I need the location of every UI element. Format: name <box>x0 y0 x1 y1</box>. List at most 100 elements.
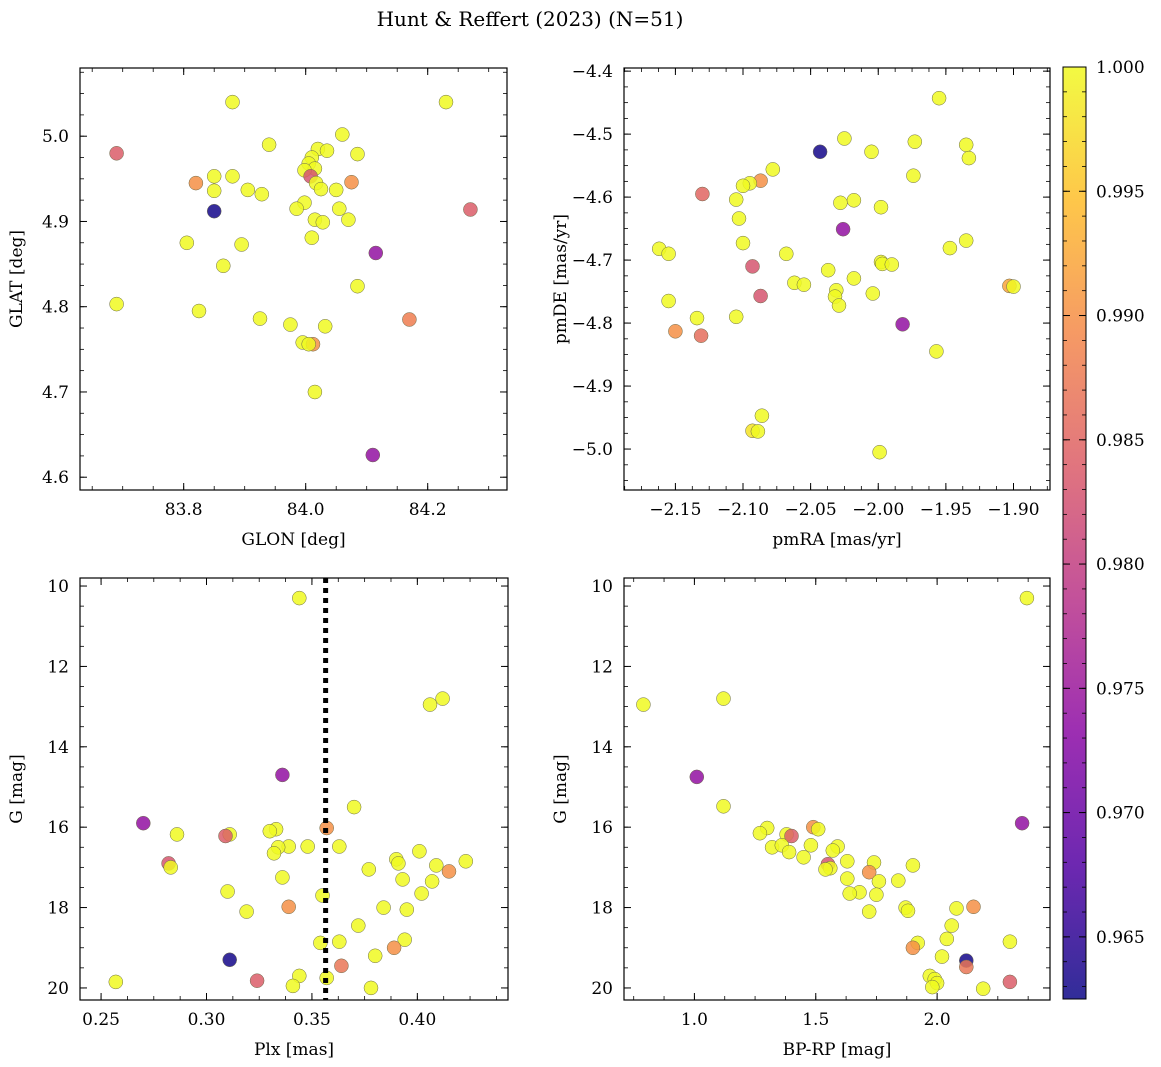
data-point <box>934 949 950 964</box>
x-tick-label: 0.35 <box>293 1010 331 1030</box>
y-tick-label: 20 <box>591 979 613 999</box>
y-tick-label: 14 <box>591 738 613 758</box>
y-tick-label: 4.8 <box>42 298 69 318</box>
y-tick-label: 18 <box>591 899 613 919</box>
data-point <box>422 697 438 712</box>
data-point <box>745 259 760 274</box>
data-point <box>905 940 921 956</box>
x-tick-label: 1.0 <box>681 1010 708 1030</box>
x-tick-label: −2.05 <box>785 500 837 520</box>
panel-color-magnitude: 1.0 1.5 2.0 10 12 14 16 18 20 BP-RP [mag] G [mag] <box>551 577 1051 1060</box>
data-point <box>335 127 350 142</box>
data-point <box>304 230 320 245</box>
data-point <box>216 258 231 274</box>
data-point <box>285 978 301 994</box>
data-point <box>315 215 331 230</box>
data-point <box>328 182 344 198</box>
data-point <box>661 293 676 309</box>
data-point <box>753 288 768 304</box>
data-point <box>931 90 947 106</box>
data-point <box>905 858 921 873</box>
data-point <box>136 815 151 831</box>
y-tick-label: −4.6 <box>572 188 613 208</box>
data-point <box>840 871 855 886</box>
colorbar-tick-label: 0.990 <box>1096 307 1145 327</box>
data-point <box>975 981 991 996</box>
x-tick-label: 0.40 <box>398 1010 436 1030</box>
data-point <box>825 843 841 858</box>
y-tick-label: 4.6 <box>42 468 69 488</box>
axes-frame <box>623 67 1051 491</box>
data-point <box>810 821 826 837</box>
data-point <box>944 918 959 933</box>
data-point <box>872 444 887 460</box>
data-point <box>1006 279 1021 294</box>
axes-frame <box>623 577 1051 1001</box>
data-point <box>846 271 862 286</box>
panel-plx-gmag: 0.25 0.30 0.35 0.40 10 12 14 16 18 20 Plx [mas] G [… <box>7 577 509 1060</box>
data-point <box>716 691 731 706</box>
y-tick-label: −4.8 <box>572 314 613 334</box>
data-point <box>906 168 921 183</box>
x-tick-label: −2.10 <box>717 500 769 520</box>
data-point <box>949 901 964 916</box>
x-tick-label: −2.15 <box>649 500 701 520</box>
data-point <box>206 203 222 219</box>
colorbar: 0.965 0.970 0.975 0.980 0.985 0.990 0.995 1.000 <box>1062 58 1145 1000</box>
data-point <box>864 144 879 160</box>
data-point <box>435 691 450 706</box>
y-tick-label: 10 <box>47 577 69 597</box>
figure-title: Hunt & Reffert (2023) (N=51) <box>377 7 684 31</box>
data-point <box>281 899 296 915</box>
data-point <box>731 211 747 226</box>
data-point <box>206 183 222 199</box>
data-point <box>820 262 836 278</box>
data-point <box>803 838 819 853</box>
data-point <box>716 799 731 814</box>
panel-glon-glat: 83.8 84.0 84.2 4.6 4.7 4.8 4.9 5.0 GLON [deg] GLA… <box>7 67 508 550</box>
x-axis-label: pmRA [mas/yr] <box>772 530 901 550</box>
data-point <box>750 424 766 439</box>
data-point <box>752 825 768 841</box>
data-point <box>754 408 770 423</box>
colorbar-tick-label: 0.980 <box>1096 555 1145 575</box>
data-point <box>796 850 811 865</box>
data-point <box>266 846 282 861</box>
data-point <box>939 931 955 947</box>
data-point <box>861 904 877 919</box>
data-point <box>871 874 887 889</box>
data-point <box>958 137 974 153</box>
y-tick-label: 4.7 <box>42 383 69 403</box>
data-point <box>222 952 237 968</box>
data-point <box>368 245 384 261</box>
data-point <box>942 240 958 256</box>
data-point <box>169 827 185 842</box>
data-point <box>363 980 379 996</box>
data-point <box>206 169 222 184</box>
y-axis-label: G [mag] <box>551 754 571 823</box>
data-point <box>225 169 240 184</box>
data-point <box>695 186 710 202</box>
colorbar-tick-label: 0.985 <box>1096 431 1145 451</box>
data-point <box>332 839 347 854</box>
x-tick-label: −1.90 <box>987 500 1039 520</box>
data-point <box>275 870 290 885</box>
data-point <box>668 324 683 339</box>
data-point <box>818 862 833 877</box>
data-point <box>307 384 323 400</box>
data-point <box>300 839 315 854</box>
data-point <box>895 317 910 332</box>
data-point <box>188 175 204 191</box>
colorbar-tick-label: 0.975 <box>1096 679 1145 699</box>
data-point <box>925 979 940 995</box>
data-point <box>240 182 256 198</box>
y-tick-label: 16 <box>591 818 613 838</box>
data-point <box>234 237 249 252</box>
data-point <box>109 296 124 312</box>
y-tick-label: 16 <box>47 818 69 838</box>
data-point <box>397 932 412 947</box>
data-point <box>109 146 124 161</box>
x-tick-label: 84.2 <box>409 500 447 520</box>
data-point <box>835 221 851 237</box>
y-tick-label: −4.4 <box>572 62 613 82</box>
